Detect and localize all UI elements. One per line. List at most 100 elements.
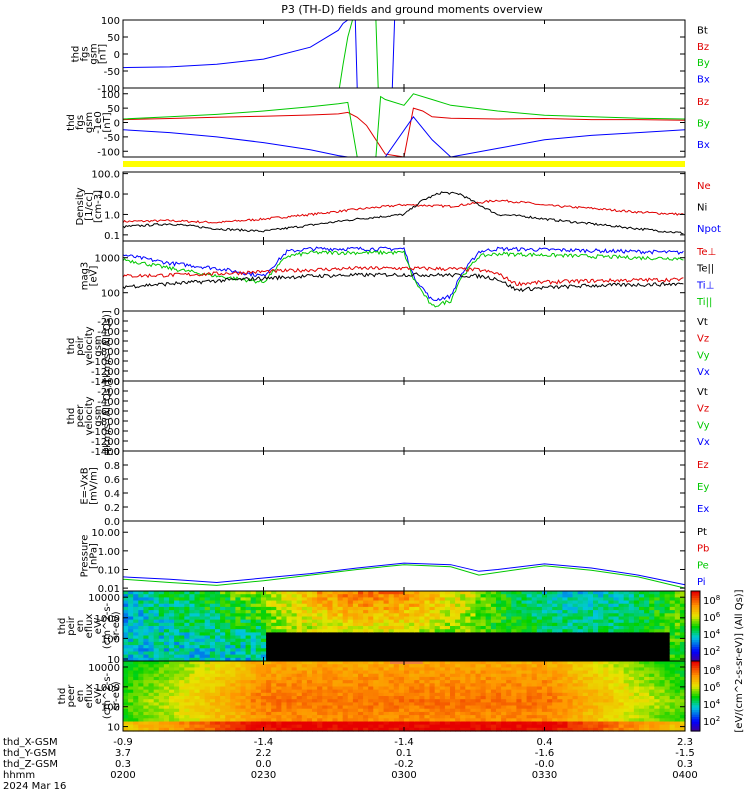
spectrogram-cell [184,702,190,707]
spectrogram-cell [496,670,502,675]
spectrogram-cell [312,603,318,608]
spectrogram-cell [138,613,144,618]
spectrogram-cell [301,641,308,646]
spectrogram-cell [373,667,379,672]
spectrogram-cell [240,638,247,643]
spectrogram-cell [444,696,451,700]
spectrogram-cell [439,661,446,665]
spectrogram-cell [266,699,272,703]
spectrogram-cell [368,699,374,703]
spectrogram-cell [158,638,165,643]
spectrogram-cell [536,686,543,691]
spectrogram-cell [322,651,328,656]
spectrogram-cell [322,648,328,653]
spectrogram-cell [593,591,599,595]
spectrogram-cell [215,657,221,662]
spectrogram-cell [541,667,548,672]
spectrogram-cell [496,600,502,605]
spectrogram-cell [521,629,528,633]
spectrogram-cell [526,692,533,697]
spectrogram-cell [194,622,201,627]
spectrogram-cell [414,727,420,732]
spectrogram-cell [153,699,160,703]
spectrogram-cell [587,661,594,665]
spectrogram-cell [220,603,226,608]
spectrogram-cell [419,689,425,694]
spectrogram-cell [587,718,594,723]
spectrogram-cell [414,670,420,675]
spectrogram-cell [623,676,630,681]
spectrogram-cell [521,705,528,710]
spectrogram-cell [593,597,599,602]
spectrogram-cell [158,708,165,713]
spectrogram-cell [480,600,487,605]
spectrogram-cell [225,689,231,694]
spectrogram-cell [618,699,625,703]
spectrogram-cell [470,635,477,640]
spectrogram-cell [209,638,216,643]
spectrogram-cell [158,597,165,602]
spectrogram-cell [577,696,584,700]
spectrogram-cell [501,629,507,633]
spectrogram-cell [296,626,303,630]
spectrogram-cell [644,603,650,608]
spectrogram-cell [271,635,277,640]
spectrogram-cell [312,645,318,649]
spectrogram-cell [215,645,221,649]
spectrogram-cell [480,724,487,729]
spectrogram-cell [189,645,196,649]
spectrogram-cell [393,715,400,719]
spectrogram-cell [598,686,604,691]
spectrogram-cell [516,680,523,684]
spectrogram-cell [342,686,349,691]
spectrogram-cell [603,686,609,691]
spectrogram-cell [526,622,533,627]
spectrogram-cell [393,718,400,723]
spectrogram-cell [235,692,242,697]
spectrogram-cell [582,603,589,608]
spectrogram-cell [189,702,196,707]
spectrogram-cell [276,664,282,668]
spectrogram-cell [496,718,502,723]
spectrogram-cell [271,648,277,653]
spectrogram-cell [301,670,308,675]
spectrogram-cell [679,680,686,684]
spectrogram-cell [419,715,425,719]
spectrogram-cell [414,715,420,719]
spectrogram-cell [352,626,359,630]
spectrogram-cell [128,727,134,732]
spectrogram-cell [496,664,502,668]
spectrogram-cell [557,702,563,707]
spectrogram-cell [347,591,354,595]
spectrogram-cell [378,645,385,649]
spectrogram-cell [148,622,155,627]
spectrogram-cell [496,667,502,672]
spectrogram-cell [644,616,650,621]
spectrogram-cell [363,705,369,710]
spectrogram-cell [567,597,574,602]
spectrogram-cell [603,613,609,618]
spectrogram-cell [368,606,374,611]
spectrogram-cell [547,667,553,672]
spectrogram-cell [644,629,650,633]
spectrogram-cell [383,594,390,598]
spectrogram-cell [123,708,129,713]
spectrogram-cell [148,676,155,681]
spectrogram-cell [623,699,630,703]
spectrogram-cell [506,606,512,611]
spectrogram-cell [587,648,594,653]
spectrogram-cell [547,727,553,732]
spectrogram-cell [654,676,660,681]
spectrogram-cell [327,661,334,665]
spectrogram-cell [266,622,272,627]
spectrogram-cell [332,724,339,729]
spectrogram-cell [409,667,415,672]
spectrogram-cell [143,638,150,643]
spectrogram-cell [133,661,139,665]
spectrogram-cell [404,708,410,713]
spectrogram-cell [286,594,293,598]
spectrogram-cell [531,673,538,678]
spectrogram-cell [450,626,456,630]
spectrogram-cell [260,696,267,700]
spectrogram-cell [516,606,523,611]
